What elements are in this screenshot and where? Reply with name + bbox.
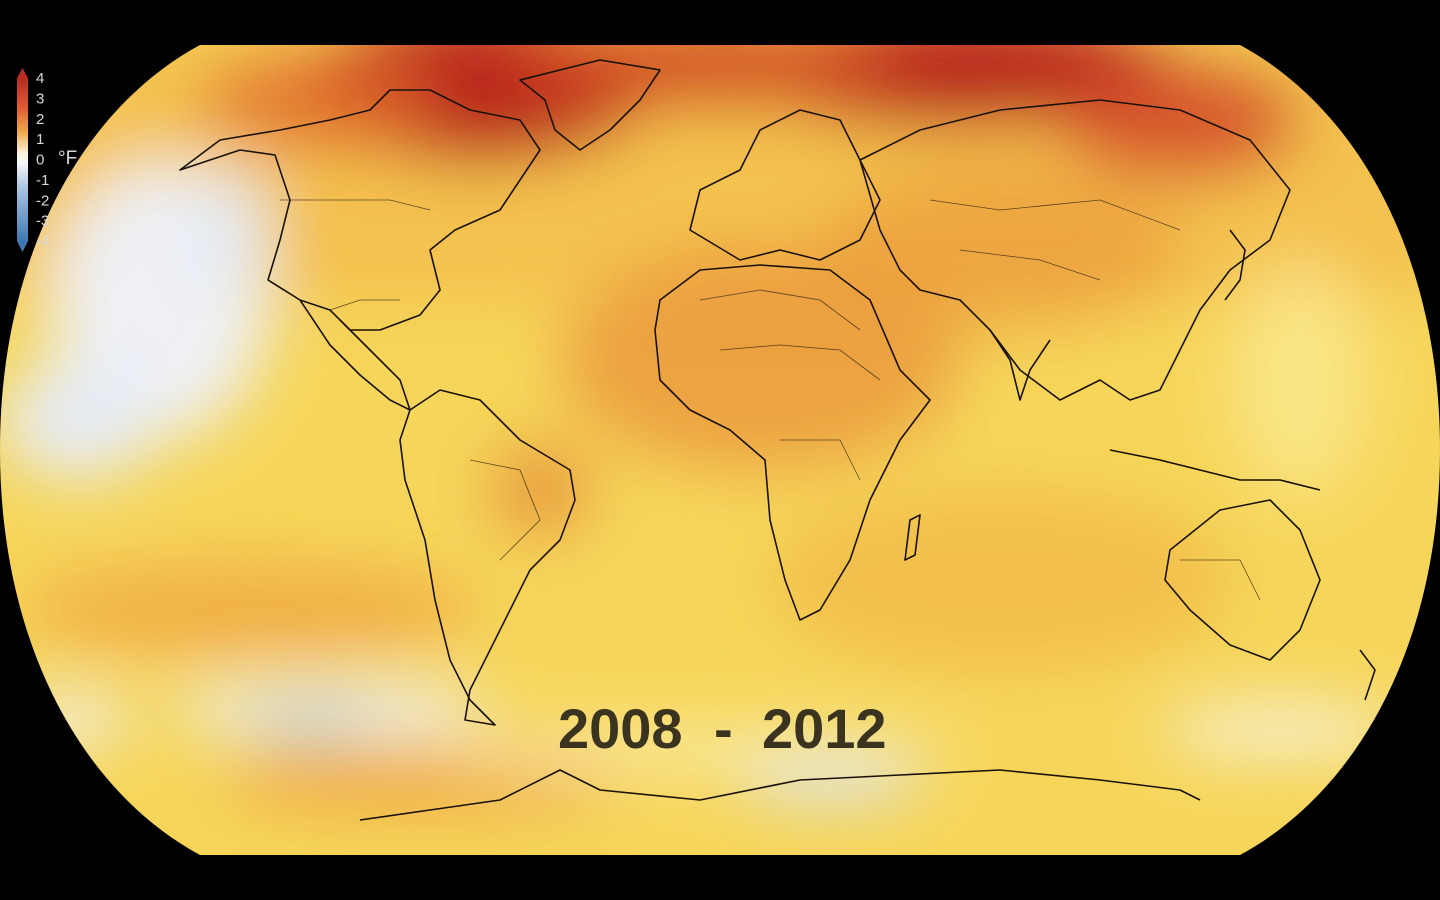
legend: 4 3 2 1 0 -1 -2 -3 -4 °F — [17, 68, 77, 252]
year-start: 2008 — [558, 697, 683, 760]
legend-tick-label: 4 — [36, 70, 44, 87]
legend-tick-label: 1 — [36, 131, 44, 148]
year-end: 2012 — [762, 697, 887, 760]
legend-bottom-arrow — [17, 241, 28, 252]
year-range: 2008 - 2012 — [558, 697, 887, 760]
india-coastline — [989, 329, 1051, 401]
japan-coastline — [1224, 229, 1246, 301]
asia-coastline — [859, 99, 1291, 401]
australia-coastline — [1164, 499, 1321, 661]
legend-tick-label: 3 — [36, 90, 44, 107]
africa-coastline — [654, 264, 931, 621]
legend-tick-label: -1 — [36, 172, 49, 189]
north-america-coastline — [179, 89, 541, 331]
legend-top-arrow — [17, 68, 28, 78]
legend-color-bar — [17, 78, 28, 241]
legend-ticks: 4 3 2 1 0 -1 -2 -3 -4 — [36, 70, 49, 250]
legend-tick-label: -2 — [36, 192, 49, 209]
madagascar-coastline — [904, 514, 921, 561]
indonesia-coastline — [1109, 449, 1321, 491]
continent-outlines — [179, 59, 1376, 821]
south-america-coastline — [399, 389, 576, 726]
legend-tick-label: -3 — [36, 213, 49, 230]
antarctica-coastline — [359, 769, 1201, 821]
legend-tick-label: 2 — [36, 111, 44, 128]
legend-unit: °F — [58, 148, 77, 169]
year-separator: - — [714, 697, 733, 760]
legend-tick-label: 0 — [36, 152, 44, 169]
legend-tick-label: -4 — [36, 233, 49, 250]
greenland-coastline — [519, 59, 661, 151]
new-zealand-coastline — [1359, 649, 1376, 701]
